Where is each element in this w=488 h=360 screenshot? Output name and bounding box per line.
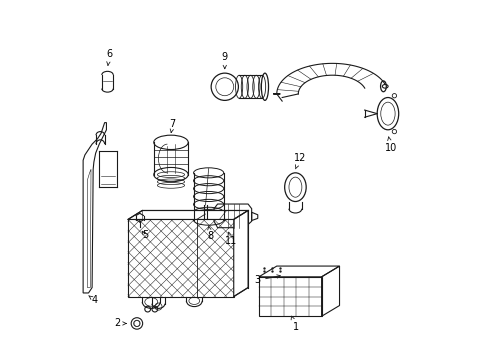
- Text: 12: 12: [293, 153, 305, 169]
- Text: 11: 11: [224, 232, 237, 246]
- Text: 10: 10: [384, 137, 396, 153]
- Polygon shape: [233, 211, 247, 297]
- Text: 1: 1: [290, 316, 298, 332]
- Text: 6: 6: [106, 49, 112, 65]
- Text: 8: 8: [207, 226, 213, 241]
- Text: 7: 7: [169, 120, 176, 132]
- Text: 5: 5: [142, 230, 148, 240]
- Polygon shape: [128, 211, 247, 220]
- Text: 3: 3: [253, 275, 280, 285]
- Text: 9: 9: [221, 52, 227, 69]
- Text: 4: 4: [88, 295, 98, 305]
- Text: 2: 2: [114, 319, 126, 328]
